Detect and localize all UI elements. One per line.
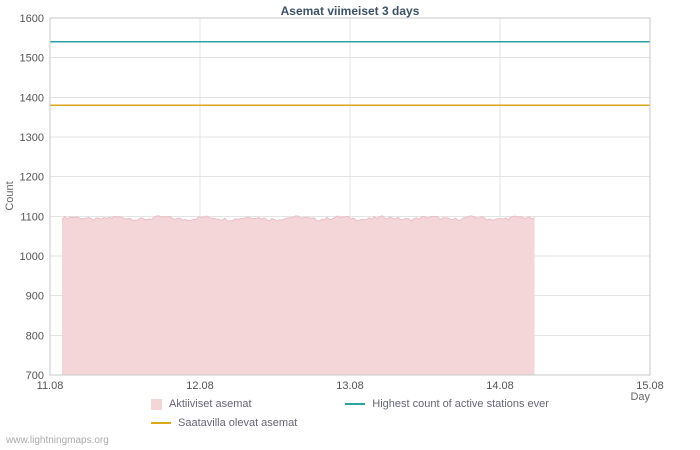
legend-grid: Aktiiviset asemat Highest count of activ… (151, 398, 549, 429)
legend-item-available-stations: Saatavilla olevat asemat (151, 417, 297, 429)
x-axis-label: Day (630, 391, 650, 403)
legend-label-highest-count: Highest count of active stations ever (372, 398, 549, 410)
area-series-active-stations (61, 215, 535, 375)
legend-swatch-line-orange (151, 422, 172, 424)
legend-label-available-stations: Saatavilla olevat asemat (178, 417, 298, 429)
x-tick-label: 12.08 (186, 380, 214, 392)
y-tick-label: 1000 (20, 251, 44, 263)
x-tick-label: 11.08 (37, 380, 64, 392)
y-tick-label: 800 (26, 330, 44, 342)
legend-item-highest-count: Highest count of active stations ever (345, 398, 549, 410)
y-tick-label: 1300 (20, 132, 44, 144)
x-tick-label: 14.08 (486, 380, 514, 392)
y-tick-label: 900 (26, 291, 44, 303)
legend-swatch-area-pink (151, 398, 163, 410)
chart-title: Asemat viimeiset 3 days (280, 4, 420, 18)
y-tick-label: 1600 (20, 13, 44, 25)
y-tick-label: 1200 (20, 172, 44, 184)
legend-label-active-stations: Aktiiviset asemat (169, 398, 252, 410)
legend-swatch-line-teal (345, 403, 366, 405)
legend-item-active-stations: Aktiiviset asemat (151, 398, 297, 410)
y-tick-label: 700 (26, 370, 44, 382)
reference-lines (50, 41, 650, 106)
legend: Aktiiviset asemat Highest count of activ… (0, 398, 700, 429)
x-tick-labels: 11.08 12.08 13.08 14.08 15.08 (37, 380, 664, 392)
x-tick-label: 13.08 (336, 380, 364, 392)
x-tick-label: 15.08 (636, 380, 664, 392)
y-tick-labels: 700 800 900 1000 1100 1200 1300 1400 1500 1600 (20, 13, 44, 382)
y-tick-label: 1500 (20, 53, 44, 65)
plot-border (49, 17, 651, 376)
y-tick-label: 1400 (20, 92, 44, 104)
watermark-link[interactable]: www.lightningmaps.org (6, 435, 109, 446)
y-tick-label: 1100 (20, 211, 44, 223)
